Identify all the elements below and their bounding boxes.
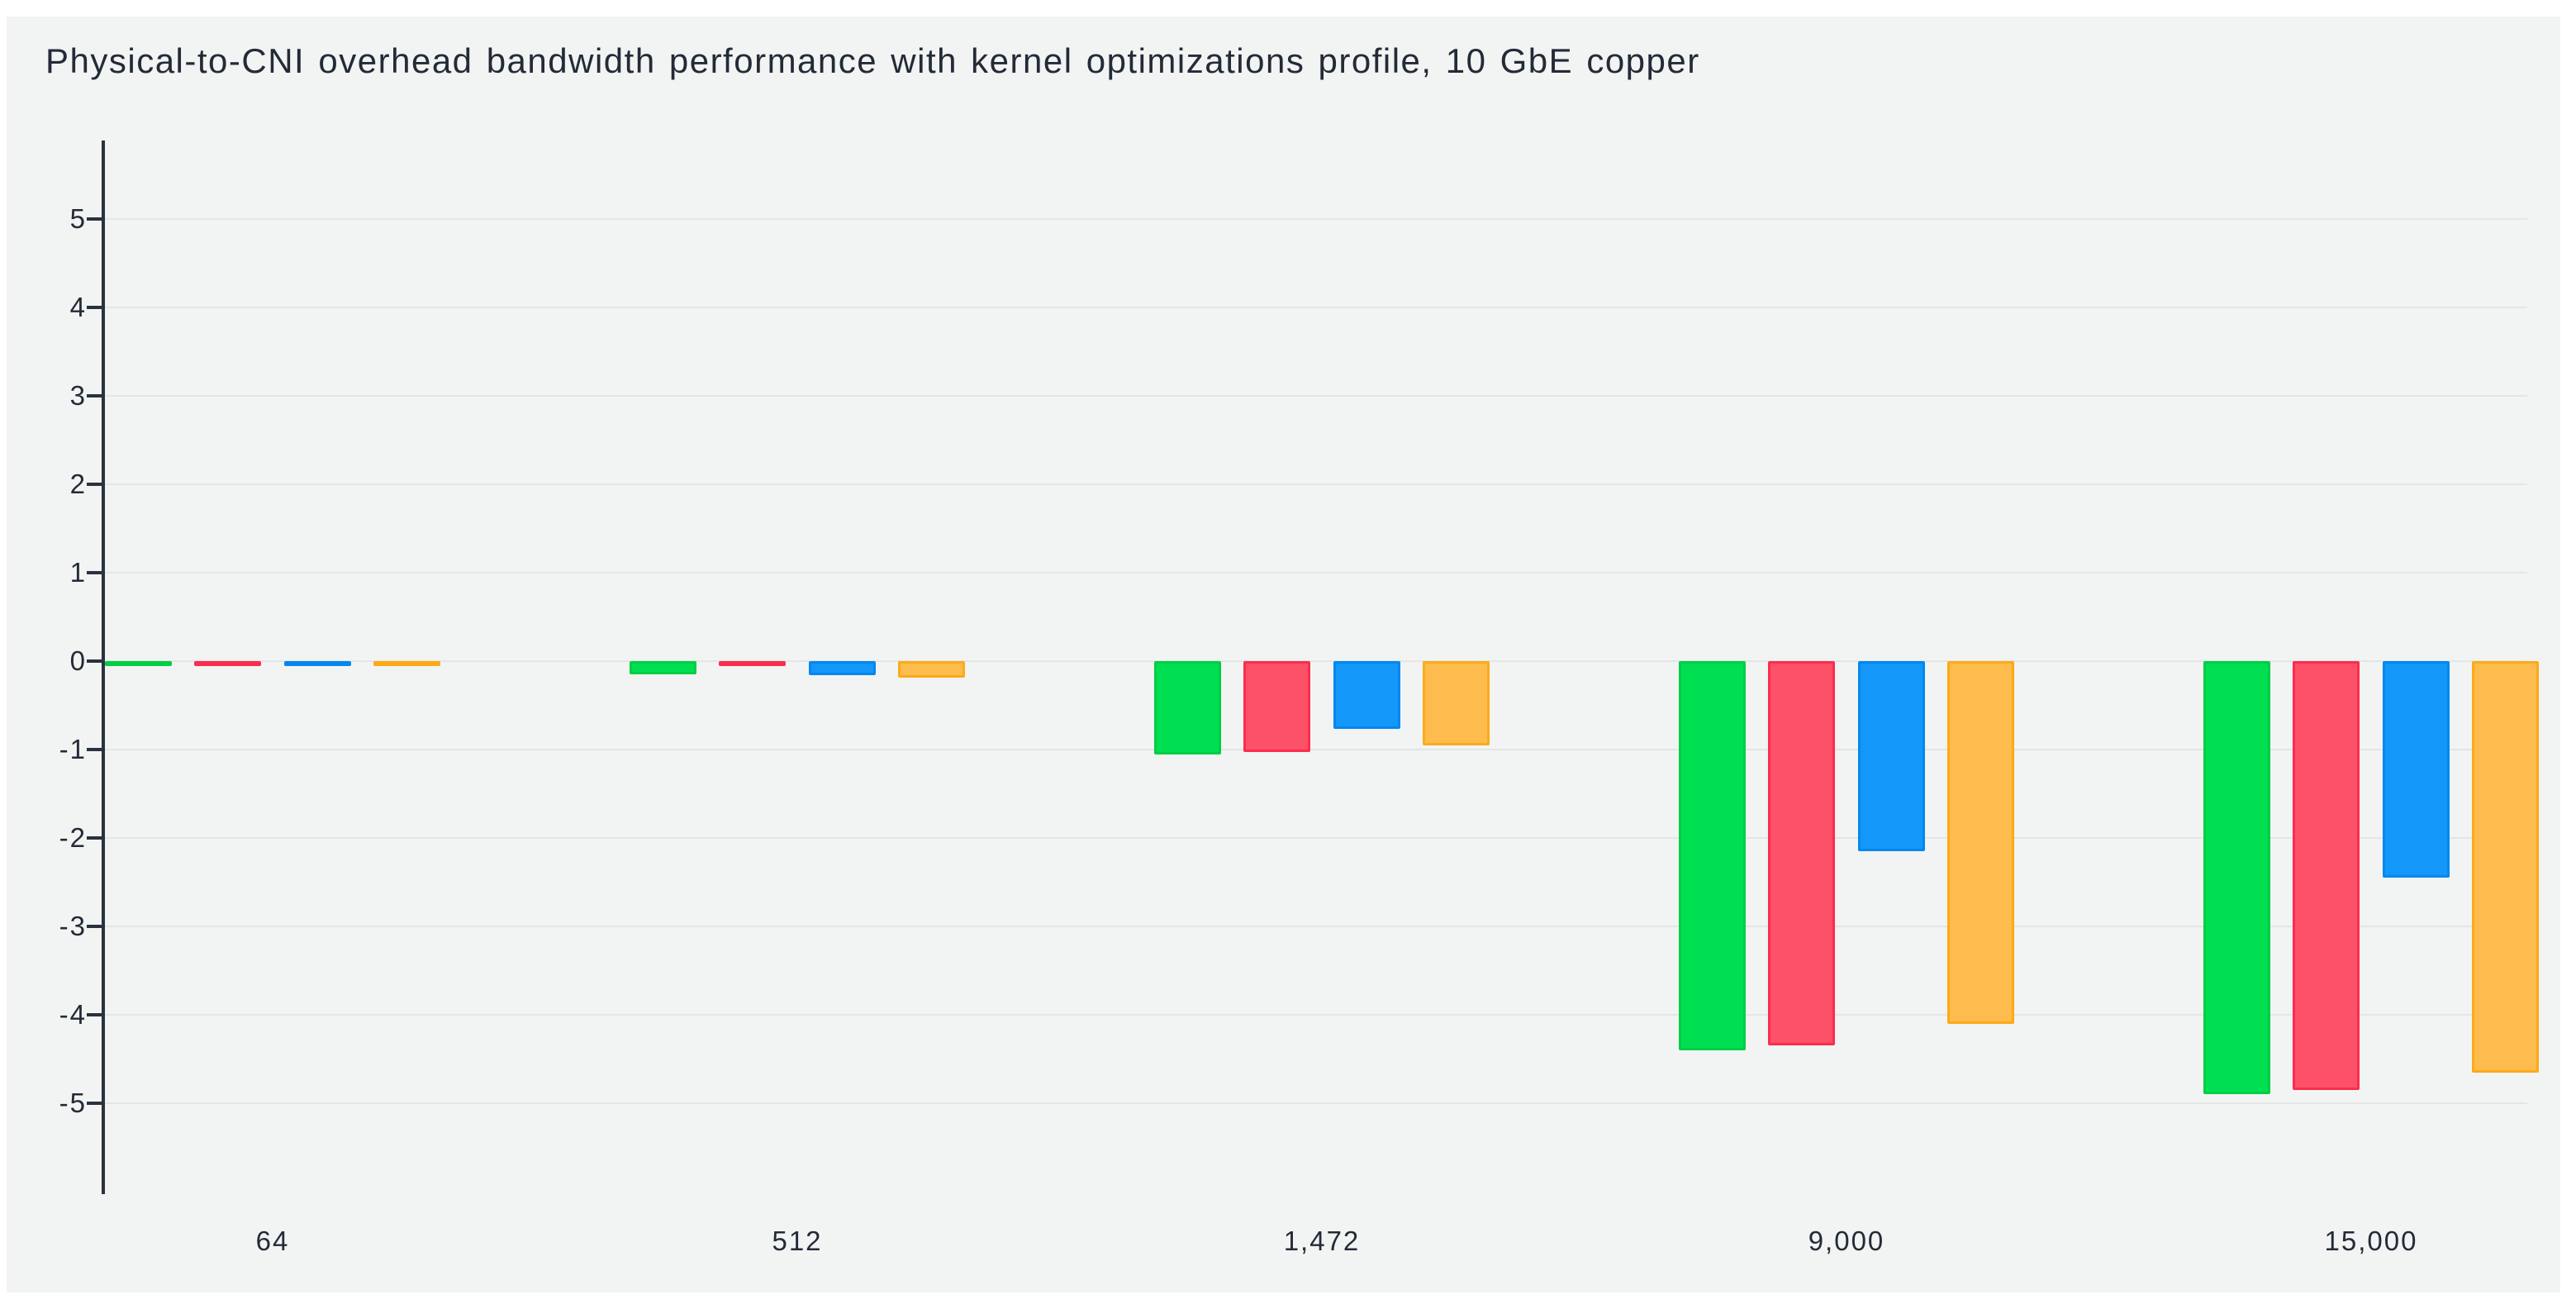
- y-axis-line: [102, 140, 105, 1194]
- bar-red-9000: [1768, 661, 1835, 1045]
- chart-card: Physical-to-CNI overhead bandwidth perfo…: [7, 17, 2560, 1292]
- bar-red-512: [719, 661, 786, 666]
- y-axis-tick: [87, 394, 103, 397]
- y-axis-label: -5: [59, 1088, 87, 1118]
- y-axis-label: 5: [69, 203, 87, 234]
- bar-blue-15000: [2383, 661, 2450, 878]
- bar-orange-9000: [1947, 661, 2014, 1024]
- y-axis-label: 3: [69, 380, 87, 411]
- plot-area: 5 4 3 2 1 0 -1 -2 -3 -4 -5 64 512 1,472 9,000 15,000: [7, 17, 2560, 1292]
- gridline: [103, 837, 2527, 839]
- y-axis-tick: [87, 836, 103, 840]
- gridline: [103, 307, 2527, 308]
- bar-green-1472: [1154, 661, 1221, 754]
- bar-blue-1472: [1333, 661, 1400, 729]
- y-axis-label: -2: [59, 822, 87, 853]
- gridline: [103, 572, 2527, 574]
- y-axis-label: 2: [69, 469, 87, 499]
- gridline: [103, 926, 2527, 927]
- bar-orange-512: [898, 661, 965, 678]
- y-axis-tick: [87, 659, 103, 663]
- chart-title: Physical-to-CNI overhead bandwidth perfo…: [45, 41, 1700, 80]
- x-axis-label: 1,472: [1283, 1226, 1361, 1256]
- gridline: [103, 749, 2527, 750]
- y-axis-tick: [87, 925, 103, 928]
- gridline: [103, 1102, 2527, 1104]
- gridline: [103, 1014, 2527, 1016]
- y-axis-tick: [87, 1102, 103, 1105]
- y-axis-tick: [87, 483, 103, 486]
- y-axis-label: 4: [69, 292, 87, 322]
- y-axis-tick: [87, 1013, 103, 1016]
- bar-blue-9000: [1858, 661, 1925, 851]
- gridline: [103, 483, 2527, 485]
- x-axis-label: 9,000: [1808, 1226, 1885, 1256]
- y-axis-tick: [87, 217, 103, 221]
- x-axis-label: 15,000: [2324, 1226, 2418, 1256]
- x-axis-label: 512: [772, 1226, 823, 1256]
- y-axis-tick: [87, 306, 103, 309]
- x-axis-label: 64: [255, 1226, 290, 1256]
- y-axis-label: -1: [59, 734, 87, 764]
- y-axis-label: -4: [59, 999, 87, 1030]
- y-axis-label: 0: [69, 645, 87, 676]
- gridline: [103, 395, 2527, 397]
- gridline: [103, 218, 2527, 220]
- bar-green-512: [630, 661, 696, 674]
- bar-red-64: [194, 661, 261, 666]
- bar-orange-64: [373, 661, 440, 666]
- y-axis-label: 1: [69, 557, 87, 588]
- y-axis-tick: [87, 748, 103, 751]
- bar-red-1472: [1243, 661, 1310, 752]
- bar-blue-64: [284, 661, 351, 666]
- bar-red-15000: [2293, 661, 2360, 1090]
- bar-green-64: [105, 661, 172, 666]
- bar-orange-1472: [1423, 661, 1490, 745]
- gridline: [103, 660, 2527, 662]
- bar-green-9000: [1679, 661, 1746, 1050]
- y-axis-tick: [87, 571, 103, 574]
- y-axis-label: -3: [59, 911, 87, 941]
- bar-orange-15000: [2472, 661, 2539, 1073]
- bar-green-15000: [2203, 661, 2270, 1094]
- bar-blue-512: [809, 661, 876, 675]
